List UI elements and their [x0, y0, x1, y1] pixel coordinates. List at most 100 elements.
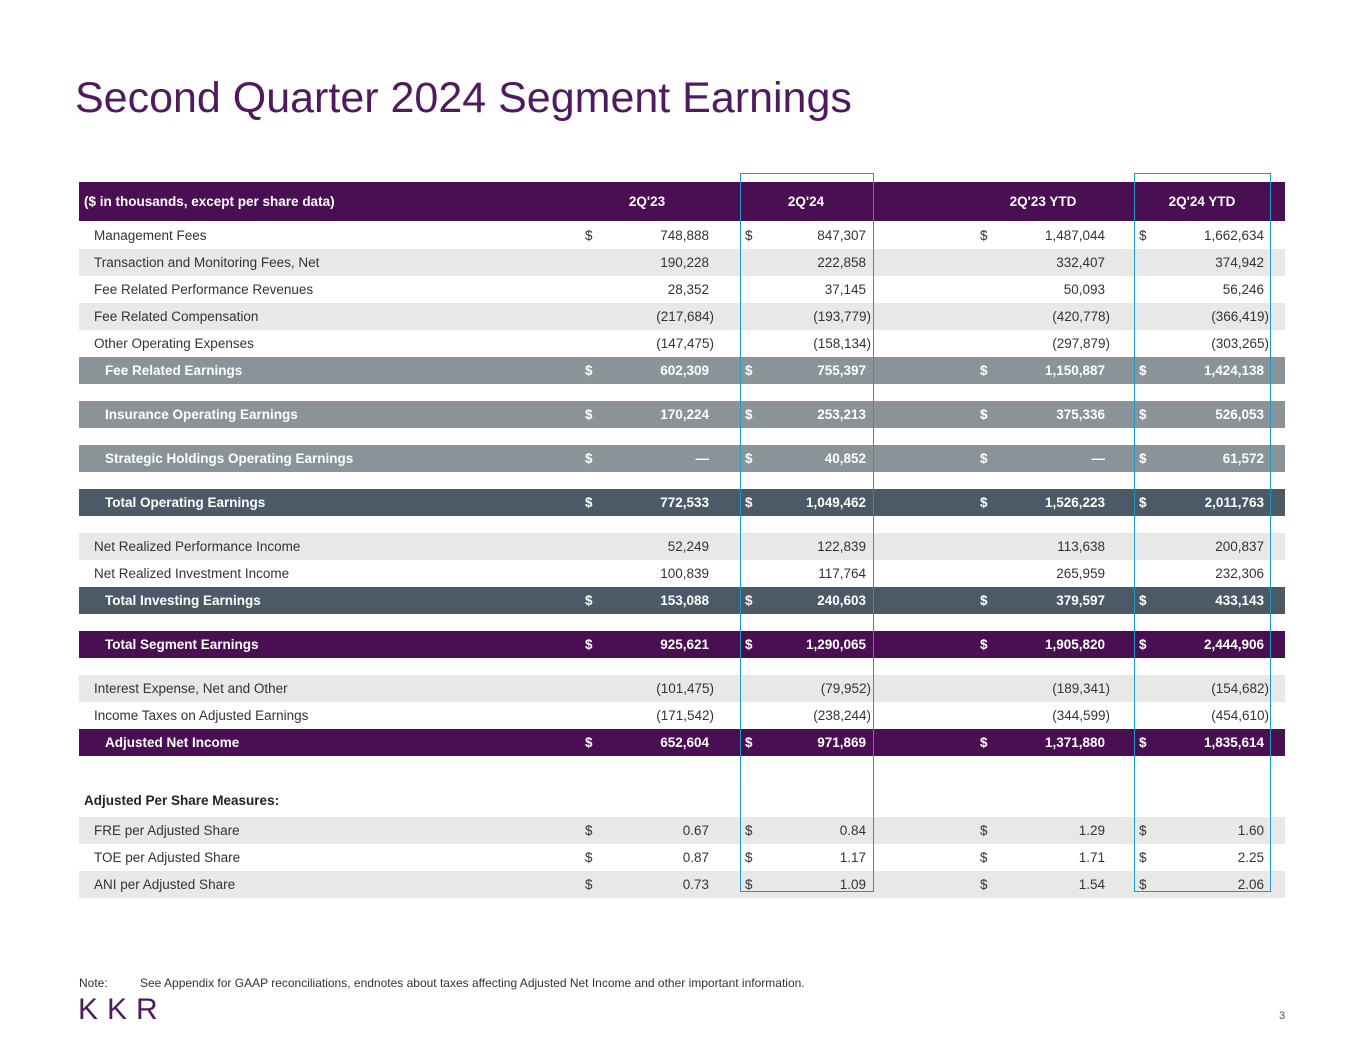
currency-sign: $ [745, 823, 753, 838]
table-row: Income Taxes on Adjusted Earnings (171,54… [79, 702, 1285, 729]
cell-value: 1,905,820 [1044, 637, 1105, 652]
header-cell: ($ in thousands, except per share data) [84, 194, 335, 209]
row-label: TOE per Adjusted Share [94, 850, 241, 865]
header-cell: 2Q'23 YTD [1009, 194, 1077, 209]
currency-sign: $ [585, 593, 593, 608]
cell-value: 52,249 [667, 539, 709, 554]
currency-sign: $ [745, 363, 753, 378]
cell-value: 200,837 [1215, 539, 1264, 554]
header-cell: 2Q'24 YTD [1168, 194, 1236, 209]
cell-value: 1,526,223 [1044, 495, 1105, 510]
row-label: Transaction and Monitoring Fees, Net [94, 255, 320, 270]
total-row: Fee Related Earnings $602,309 $755,397 $1,1… [79, 357, 1285, 384]
cell-value: 0.73 [682, 877, 709, 892]
currency-sign: $ [585, 407, 593, 422]
currency-sign: $ [980, 593, 988, 608]
table-row: TOE per Adjusted Share $0.87 $1.17 $1.71 $2.… [79, 844, 1285, 871]
cell-value: 1.17 [839, 850, 866, 865]
currency-sign: $ [1139, 735, 1147, 750]
cell-value: 971,869 [817, 735, 866, 750]
row-label: Interest Expense, Net and Other [94, 681, 288, 696]
cell-value: (193,779) [813, 309, 871, 324]
row-label: FRE per Adjusted Share [94, 823, 240, 838]
table-row: Fee Related Performance Revenues 28,352 37… [79, 276, 1285, 303]
cell-value: 332,407 [1056, 255, 1105, 270]
cell-value: 28,352 [667, 282, 709, 297]
cell-value: 0.67 [682, 823, 709, 838]
currency-sign: $ [980, 451, 988, 466]
cell-value: 222,858 [817, 255, 866, 270]
note-text: See Appendix for GAAP reconciliations, e… [140, 976, 805, 990]
cell-value: 1,049,462 [805, 495, 866, 510]
currency-sign: $ [1139, 363, 1147, 378]
cell-value: 1.60 [1237, 823, 1264, 838]
currency-sign: $ [1139, 823, 1147, 838]
currency-sign: $ [1139, 877, 1147, 892]
row-label: Insurance Operating Earnings [105, 407, 298, 422]
cell-value: 2.25 [1237, 850, 1264, 865]
cell-value: 1,662,634 [1203, 228, 1264, 243]
cell-value: 755,397 [817, 363, 866, 378]
currency-sign: $ [585, 363, 593, 378]
cell-value: 748,888 [660, 228, 709, 243]
cell-value: 1,487,044 [1044, 228, 1105, 243]
row-label: Fee Related Earnings [105, 363, 243, 378]
highlight-box [740, 173, 874, 892]
cell-value: 0.84 [839, 823, 866, 838]
cell-value: 50,093 [1063, 282, 1105, 297]
cell-value: (101,475) [656, 681, 714, 696]
cell-value: 170,224 [660, 407, 709, 422]
cell-value: 379,597 [1056, 593, 1105, 608]
cell-value: — [695, 451, 710, 466]
currency-sign: $ [745, 451, 753, 466]
cell-value: 374,942 [1215, 255, 1264, 270]
cell-value: 652,604 [660, 735, 709, 750]
table-row: Net Realized Performance Income 52,249 122… [79, 533, 1285, 560]
cell-value: 526,053 [1215, 407, 1264, 422]
table-row: Interest Expense, Net and Other (101,475)… [79, 675, 1285, 702]
cell-value: 772,533 [660, 495, 709, 510]
total-row: Strategic Holdings Operating Earnings $ — $… [79, 445, 1285, 472]
table-row: ANI per Adjusted Share $0.73 $1.09 $1.54 $2.… [79, 871, 1285, 898]
row-label: Adjusted Net Income [105, 735, 240, 750]
currency-sign: $ [980, 495, 988, 510]
cell-value: (217,684) [656, 309, 714, 324]
cell-value: (171,542) [656, 708, 714, 723]
row-label: Management Fees [94, 228, 207, 243]
currency-sign: $ [745, 228, 753, 243]
cell-value: (147,475) [656, 336, 714, 351]
cell-value: 113,638 [1057, 539, 1105, 554]
cell-value: 190,228 [660, 255, 709, 270]
currency-sign: $ [980, 637, 988, 652]
currency-sign: $ [980, 823, 988, 838]
row-label: Income Taxes on Adjusted Earnings [94, 708, 309, 723]
row-label: Total Segment Earnings [105, 637, 259, 652]
cell-value: (189,341) [1052, 681, 1110, 696]
highlight-box [1134, 173, 1271, 892]
cell-value: (303,265) [1211, 336, 1269, 351]
cell-value: 847,307 [817, 228, 866, 243]
cell-value: 1,150,887 [1044, 363, 1105, 378]
cell-value: 40,852 [824, 451, 866, 466]
table-row: Other Operating Expenses (147,475) (158,13… [79, 330, 1285, 357]
row-label: Fee Related Performance Revenues [94, 282, 314, 297]
table-row: FRE per Adjusted Share $0.67 $0.84 $1.29 $1.… [79, 817, 1285, 844]
cell-value: (158,134) [813, 336, 871, 351]
row-label: Total Operating Earnings [105, 495, 266, 510]
currency-sign: $ [585, 451, 593, 466]
table-row: Fee Related Compensation (217,684) (193,77… [79, 303, 1285, 330]
header-row: ($ in thousands, except per share data) 2… [79, 182, 1285, 221]
currency-sign: $ [585, 637, 593, 652]
currency-sign: $ [585, 735, 593, 750]
cell-value: 153,088 [660, 593, 709, 608]
currency-sign: $ [745, 495, 753, 510]
currency-sign: $ [745, 407, 753, 422]
cell-value: 1,835,614 [1203, 735, 1264, 750]
currency-sign: $ [980, 850, 988, 865]
cell-value: — [1091, 451, 1106, 466]
cell-value: 253,213 [817, 407, 866, 422]
currency-sign: $ [745, 850, 753, 865]
currency-sign: $ [1139, 637, 1147, 652]
cell-value: (454,610) [1211, 708, 1269, 723]
